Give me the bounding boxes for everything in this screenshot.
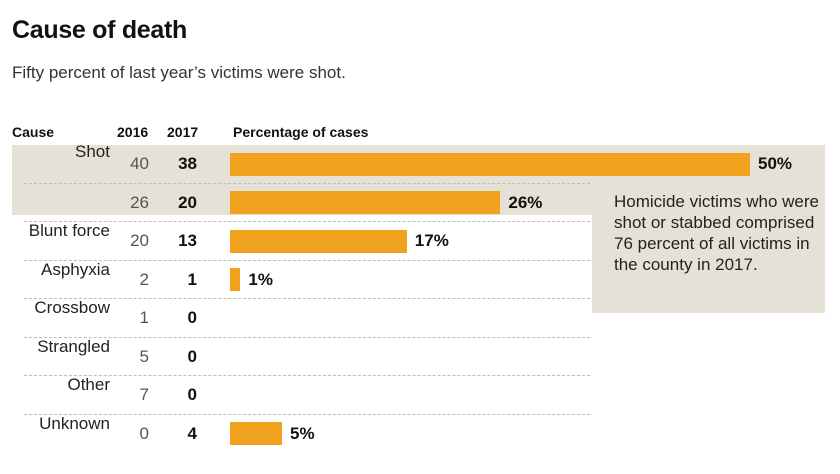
value-2016: 40 (130, 154, 149, 173)
value-2017: 20 (178, 192, 197, 212)
percentage-bar (230, 422, 282, 445)
row-divider (24, 182, 590, 184)
chart-title: Cause of death (12, 16, 187, 44)
value-2017: 0 (187, 308, 197, 327)
cause-label: Asphyxia (41, 259, 110, 279)
column-header-2017: 2017 (167, 124, 199, 140)
cause-label: Crossbow (34, 298, 110, 317)
row-divider (24, 259, 590, 261)
row-divider (24, 375, 590, 376)
row-divider (24, 221, 590, 222)
percentage-bar (230, 152, 750, 176)
percentage-label: 17% (414, 231, 449, 250)
value-2016: 5 (139, 346, 149, 366)
column-header-percentage: Percentage of cases (233, 124, 369, 140)
value-2016: 20 (130, 231, 149, 250)
chart-subtitle: Fifty percent of last year’s victims wer… (12, 63, 346, 82)
cause-label: Unknown (39, 413, 110, 433)
percentage-label: 26% (508, 192, 543, 212)
percentage-label: 5% (290, 423, 315, 443)
value-2016: 0 (139, 423, 149, 443)
row-divider (24, 336, 590, 338)
column-header-2016: 2016 (117, 124, 149, 140)
value-2017: 0 (187, 346, 197, 366)
percentage-label: 1% (248, 269, 273, 289)
value-2016: 2 (139, 269, 149, 289)
column-header-cause: Cause (12, 124, 55, 140)
value-2017: 0 (187, 385, 197, 404)
row-divider (24, 298, 590, 299)
annotation-note: Homicide victims who were shot or stabbe… (614, 192, 819, 274)
value-2016: 7 (139, 385, 149, 404)
value-2017: 4 (187, 423, 197, 443)
cause-label: Blunt force (28, 221, 110, 240)
value-2017: 1 (187, 269, 197, 289)
cause-label: Other (67, 375, 110, 394)
row-divider (24, 413, 590, 415)
percentage-label: 50% (758, 154, 793, 173)
value-2017: 13 (178, 231, 197, 250)
value-2017: 38 (178, 154, 197, 173)
value-2016: 1 (139, 308, 149, 327)
percentage-bar (230, 229, 407, 253)
cause-label: Shot (75, 142, 110, 161)
percentage-bar (230, 191, 501, 214)
cause-label: Strangled (37, 336, 110, 356)
percentage-bar (230, 268, 241, 291)
value-2016: 26 (130, 192, 149, 212)
